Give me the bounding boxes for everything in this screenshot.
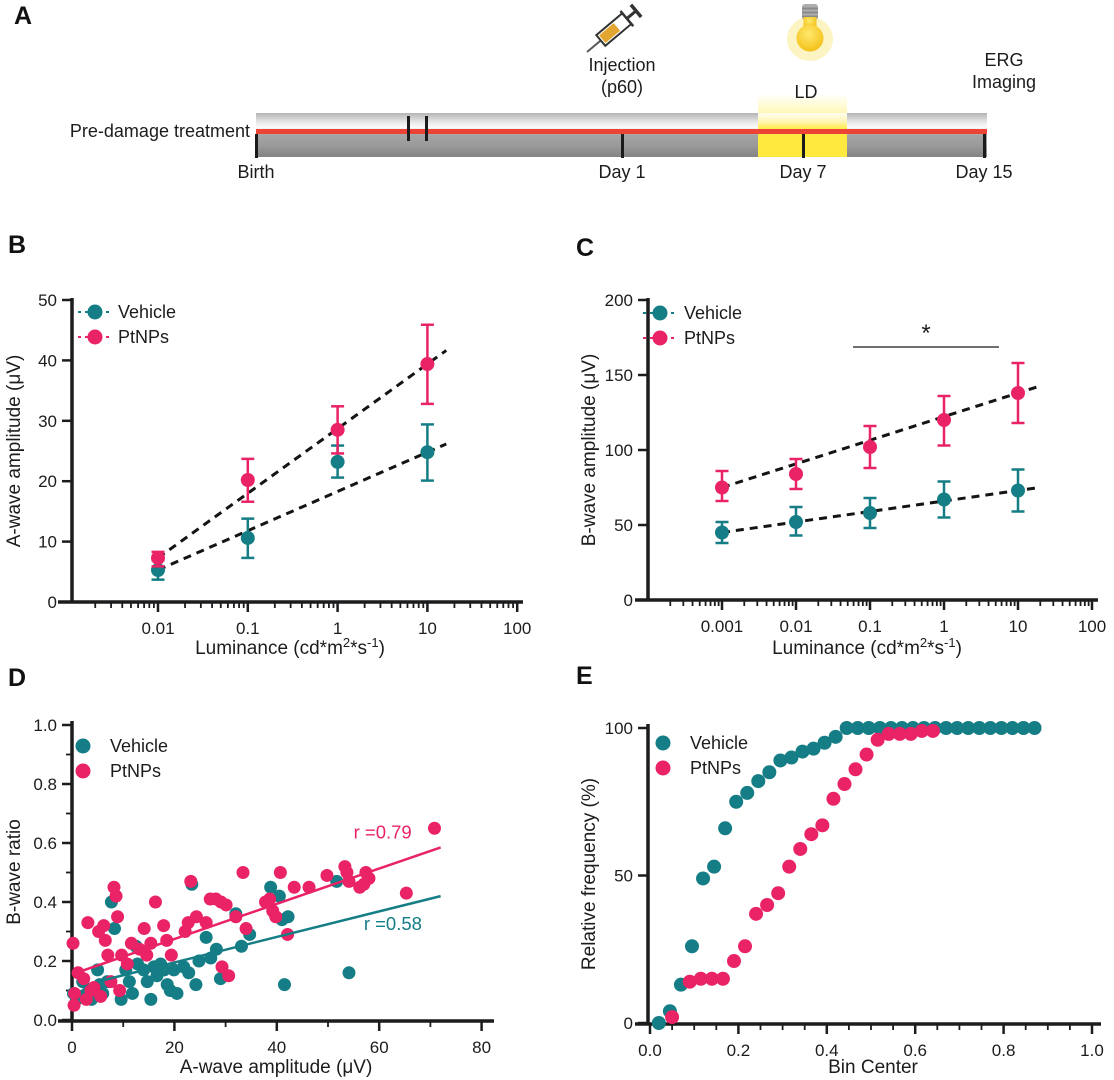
svg-text:PtNPs: PtNPs (684, 328, 735, 348)
tick-birth-mark (255, 134, 258, 158)
svg-text:0.4: 0.4 (815, 1041, 839, 1060)
svg-text:0.2: 0.2 (727, 1041, 751, 1060)
svg-text:1.0: 1.0 (33, 716, 57, 735)
injection-label: Injection (588, 55, 656, 75)
svg-text:10: 10 (418, 619, 437, 638)
svg-text:50: 50 (38, 291, 57, 310)
svg-text:0: 0 (67, 1038, 76, 1057)
svg-text:0.0: 0.0 (638, 1041, 662, 1060)
chart-panel-d-ratio: 0.0 0.2 0.4 0.6 0.8 1.0 0 20 40 60 80 r =0.58 r =0.7… (0, 660, 557, 1080)
svg-text:Vehicle: Vehicle (690, 733, 748, 753)
svg-text:A-wave amplitude (μV): A-wave amplitude (μV) (4, 355, 25, 548)
svg-text:40: 40 (38, 351, 57, 370)
panel-label-d: D (8, 664, 27, 692)
pre-damage-label: Pre-damage treatment (69, 121, 250, 141)
chart-panel-e-cumfreq: 0 50 100 0.0 0.2 0.4 0.6 0.8 1.0 Vehicle PtNPs Bin … (557, 660, 1114, 1080)
svg-text:100: 100 (503, 619, 531, 638)
svg-text:0.8: 0.8 (992, 1041, 1016, 1060)
svg-text:PtNPs: PtNPs (110, 761, 161, 781)
svg-text:1.0: 1.0 (1080, 1041, 1104, 1060)
timeline-break-mark-2 (425, 116, 428, 141)
light-damage-label: LD (794, 82, 818, 102)
syringe-icon (586, 3, 643, 53)
svg-text:20: 20 (38, 472, 57, 491)
svg-text:0.2: 0.2 (33, 952, 57, 971)
panel-label-b: B (8, 231, 27, 259)
imaging-label: Imaging (971, 72, 1037, 92)
svg-text:1: 1 (333, 619, 342, 638)
tick-day7-mark (802, 134, 805, 158)
svg-text:100: 100 (1078, 617, 1106, 636)
svg-text:0.1: 0.1 (236, 619, 260, 638)
svg-text:40: 40 (267, 1038, 286, 1057)
svg-text:B-wave amplitude (μV): B-wave amplitude (μV) (579, 354, 600, 547)
svg-text:60: 60 (370, 1038, 389, 1057)
treatment-line (256, 129, 987, 134)
svg-text:A-wave amplitude (μV): A-wave amplitude (μV) (180, 1057, 373, 1078)
panel-d-plot: 0.0 0.2 0.4 0.6 0.8 1.0 0 20 40 60 80 r =0.58 r =0.7… (4, 716, 494, 1078)
panel-label-a: A (14, 2, 33, 30)
svg-text:0: 0 (624, 1014, 633, 1033)
light-damage-glow (758, 94, 847, 113)
tick-label-day1: Day 1 (598, 162, 646, 182)
svg-text:Vehicle: Vehicle (110, 736, 168, 756)
svg-text:0.4: 0.4 (33, 893, 57, 912)
bulb-icon (787, 4, 833, 61)
svg-text:Vehicle: Vehicle (684, 303, 742, 323)
svg-text:Luminance (cd*m2*s-1): Luminance (cd*m2*s-1) (772, 635, 962, 659)
svg-text:0.6: 0.6 (903, 1041, 927, 1060)
svg-text:PtNPs: PtNPs (690, 758, 741, 778)
tick-label-day7: Day 7 (779, 162, 827, 182)
tick-label-day15: Day 15 (955, 162, 1013, 182)
svg-text:200: 200 (605, 291, 633, 310)
panel-label-e: E (576, 662, 593, 690)
svg-text:100: 100 (605, 441, 633, 460)
svg-text:50: 50 (614, 867, 633, 886)
svg-text:B-wave ratio: B-wave ratio (4, 819, 25, 925)
svg-text:1: 1 (939, 617, 948, 636)
svg-text:Luminance (cd*m2*s-1): Luminance (cd*m2*s-1) (195, 635, 385, 659)
panel-c-plot: 0 50 100 150 200 0.001 0.01 0.1 1 10 100 * Vehicle Pt… (579, 291, 1106, 659)
svg-text:0.01: 0.01 (779, 617, 812, 636)
svg-text:0: 0 (624, 591, 633, 610)
svg-text:r =0.58: r =0.58 (364, 913, 422, 934)
svg-text:10: 10 (38, 533, 57, 552)
panel-e-plot: 0 50 100 0.0 0.2 0.4 0.6 0.8 1.0 Vehicle PtNPs Bin … (579, 719, 1104, 1078)
svg-text:20: 20 (165, 1038, 184, 1057)
svg-text:0: 0 (48, 593, 57, 612)
svg-text:*: * (921, 320, 930, 347)
svg-text:Relative frequency (%): Relative frequency (%) (579, 778, 600, 970)
panel-label-c: C (576, 234, 595, 262)
chart-panel-c-b-wave: 0 50 100 150 200 0.001 0.01 0.1 1 10 100 * Vehicle Pt… (557, 230, 1114, 660)
svg-text:10: 10 (1009, 617, 1028, 636)
svg-text:30: 30 (38, 412, 57, 431)
chart-panel-b-a-wave: 0 10 20 30 40 50 0.01 0.1 1 10 100 Vehicle PtNPs Lumi… (0, 230, 557, 660)
svg-text:150: 150 (605, 366, 633, 385)
tick-day1-mark (621, 134, 624, 158)
svg-text:100: 100 (605, 719, 633, 738)
svg-text:0.001: 0.001 (701, 617, 744, 636)
svg-text:0.8: 0.8 (33, 775, 57, 794)
erg-label: ERG (984, 50, 1024, 70)
svg-text:80: 80 (472, 1038, 491, 1057)
svg-text:PtNPs: PtNPs (118, 327, 169, 347)
panel-b-plot: 0 10 20 30 40 50 0.01 0.1 1 10 100 Vehicle PtNPs Lumi… (4, 291, 531, 659)
svg-text:r =0.79: r =0.79 (354, 822, 412, 843)
injection-age-label: (p60) (600, 77, 644, 97)
svg-text:0.01: 0.01 (141, 619, 174, 638)
svg-text:0.1: 0.1 (858, 617, 882, 636)
svg-text:0.6: 0.6 (33, 834, 57, 853)
timeline-break-mark-1 (407, 116, 410, 141)
svg-text:0.0: 0.0 (33, 1011, 57, 1030)
tick-day15-mark (983, 134, 986, 158)
svg-text:Bin Center: Bin Center (828, 1057, 918, 1078)
svg-text:50: 50 (614, 516, 633, 535)
tick-label-birth: Birth (237, 162, 275, 182)
svg-text:Vehicle: Vehicle (118, 302, 176, 322)
